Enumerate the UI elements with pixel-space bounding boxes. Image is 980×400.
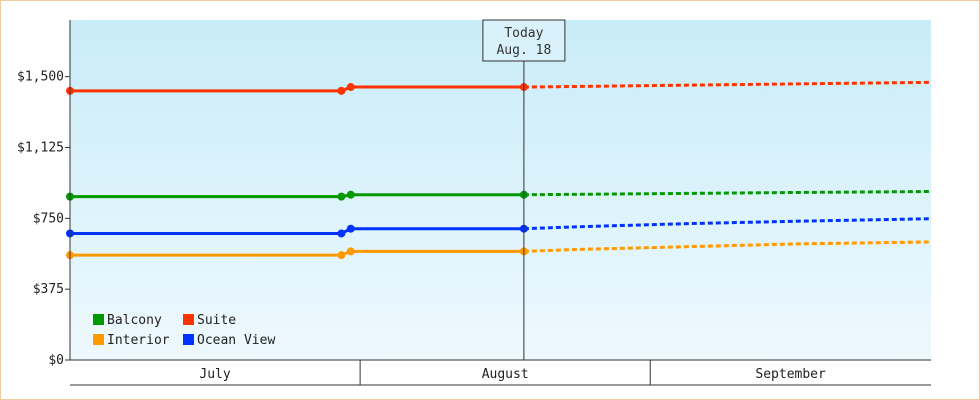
data-point-interior[interactable] xyxy=(346,247,355,256)
plot-area xyxy=(70,20,931,360)
data-point-balcony[interactable] xyxy=(337,192,346,201)
series-line-suite xyxy=(70,85,524,93)
legend-swatch-suite xyxy=(183,314,194,325)
series-line-interior xyxy=(70,249,524,257)
data-point-suite[interactable] xyxy=(346,83,355,92)
y-tick-label: $1,125 xyxy=(17,141,64,156)
data-point-ocean-view[interactable] xyxy=(337,229,346,238)
month-label-september: September xyxy=(755,367,826,382)
series-line-balcony xyxy=(70,193,524,199)
legend-label-balcony: Balcony xyxy=(107,313,162,328)
series-forecast-ocean-view xyxy=(523,217,932,231)
today-date: Aug. 18 xyxy=(496,43,551,58)
series-forecast-suite xyxy=(523,80,932,89)
series-line-ocean-view xyxy=(70,227,524,235)
data-point-ocean-view[interactable] xyxy=(346,224,355,233)
y-tick-label: $1,500 xyxy=(17,70,64,85)
series-forecast-balcony xyxy=(523,190,932,197)
legend-label-ocean-view: Ocean View xyxy=(197,333,275,348)
month-label-august: August xyxy=(482,367,529,382)
data-point-suite[interactable] xyxy=(337,86,346,95)
y-tick-label: $0 xyxy=(48,353,64,368)
legend-label-interior: Interior xyxy=(107,333,170,348)
legend-swatch-interior xyxy=(93,334,104,345)
month-label-july: July xyxy=(199,367,230,382)
data-point-interior[interactable] xyxy=(337,251,346,260)
data-point-balcony[interactable] xyxy=(346,190,355,199)
legend-swatch-balcony xyxy=(93,314,104,325)
y-tick-label: $375 xyxy=(33,282,64,297)
series-forecast-interior xyxy=(523,240,932,253)
today-box xyxy=(482,19,566,62)
today-label: Today xyxy=(504,26,543,41)
legend-label-suite: Suite xyxy=(197,313,236,328)
y-tick-label: $750 xyxy=(33,211,64,226)
legend-swatch-ocean-view xyxy=(183,334,194,345)
